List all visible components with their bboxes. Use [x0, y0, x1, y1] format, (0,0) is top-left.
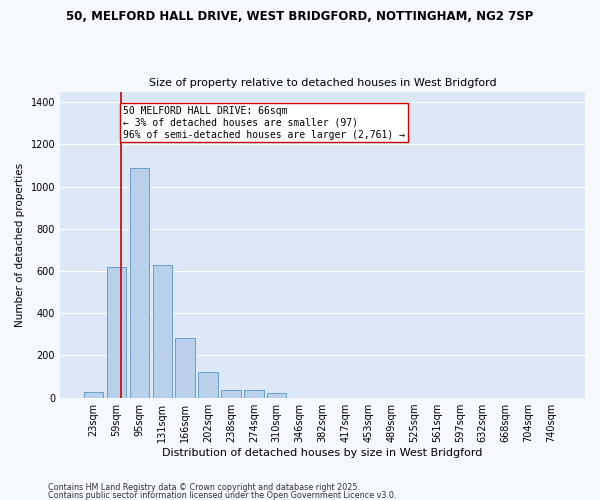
Bar — [84, 392, 103, 398]
Text: Contains HM Land Registry data © Crown copyright and database right 2025.: Contains HM Land Registry data © Crown c… — [48, 484, 360, 492]
Bar — [107, 266, 126, 398]
Y-axis label: Number of detached properties: Number of detached properties — [15, 162, 25, 326]
Bar — [221, 390, 241, 398]
Text: 50 MELFORD HALL DRIVE: 66sqm
← 3% of detached houses are smaller (97)
96% of sem: 50 MELFORD HALL DRIVE: 66sqm ← 3% of det… — [123, 106, 405, 140]
Bar — [175, 338, 195, 398]
Bar — [130, 168, 149, 398]
Text: Contains public sector information licensed under the Open Government Licence v3: Contains public sector information licen… — [48, 490, 397, 500]
Text: 50, MELFORD HALL DRIVE, WEST BRIDGFORD, NOTTINGHAM, NG2 7SP: 50, MELFORD HALL DRIVE, WEST BRIDGFORD, … — [67, 10, 533, 23]
X-axis label: Distribution of detached houses by size in West Bridgford: Distribution of detached houses by size … — [163, 448, 483, 458]
Bar — [267, 394, 286, 398]
Bar — [244, 390, 263, 398]
Bar — [152, 264, 172, 398]
Bar — [199, 372, 218, 398]
Title: Size of property relative to detached houses in West Bridgford: Size of property relative to detached ho… — [149, 78, 496, 88]
